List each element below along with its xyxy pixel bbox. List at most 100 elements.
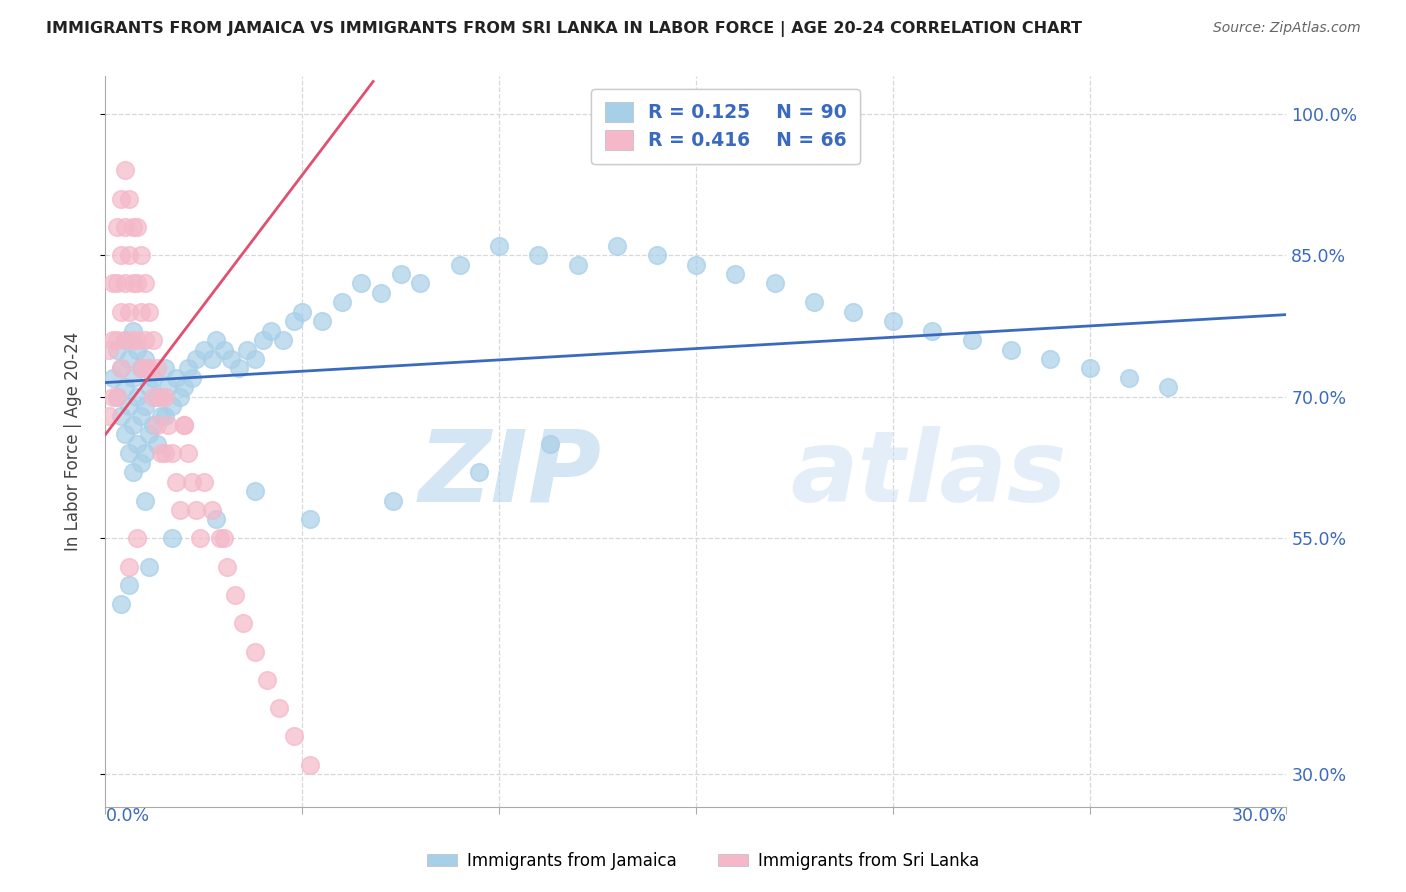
Point [389,267,412,281]
Point [118,248,141,262]
Point [232,616,254,631]
Point [118,446,141,460]
Point [645,248,668,262]
Point [103,277,125,291]
Point [212,343,235,357]
Point [267,701,290,715]
Point [243,351,266,366]
Point [118,578,141,592]
Legend: R = 0.125    N = 90, R = 0.416    N = 66: R = 0.125 N = 90, R = 0.416 N = 66 [592,89,859,163]
Point [165,475,187,489]
Point [134,333,156,347]
Point [110,192,132,206]
Point [236,343,259,357]
Point [129,409,152,423]
Point [381,493,404,508]
Point [103,333,125,347]
Point [118,559,141,574]
Text: IMMIGRANTS FROM JAMAICA VS IMMIGRANTS FROM SRI LANKA IN LABOR FORCE | AGE 20-24 : IMMIGRANTS FROM JAMAICA VS IMMIGRANTS FR… [46,21,1083,37]
Point [125,531,148,545]
Point [370,285,392,300]
Point [142,371,165,385]
Point [105,219,128,234]
Point [204,333,226,347]
Point [193,475,215,489]
Point [118,305,141,319]
Point [1118,371,1140,385]
Point [181,371,204,385]
Point [763,277,786,291]
Point [122,465,145,479]
Point [468,465,491,479]
Point [142,417,165,432]
Point [283,730,305,744]
Point [129,456,152,470]
Point [138,380,160,394]
Point [110,305,132,319]
Point [162,446,184,460]
Point [299,512,322,526]
Point [330,295,353,310]
Point [118,399,141,413]
Point [122,277,145,291]
Legend: Immigrants from Jamaica, Immigrants from Sri Lanka: Immigrants from Jamaica, Immigrants from… [420,846,986,877]
Text: ZIP: ZIP [419,426,602,523]
Point [256,673,278,687]
Point [110,409,132,423]
Point [110,361,132,376]
Point [134,277,156,291]
Point [538,437,561,451]
Point [138,427,160,442]
Point [134,361,156,376]
Point [122,417,145,432]
Point [118,351,141,366]
Point [291,305,314,319]
Point [921,324,943,338]
Point [188,531,211,545]
Point [201,351,224,366]
Point [114,380,136,394]
Point [122,219,145,234]
Text: atlas: atlas [790,426,1067,523]
Point [299,757,322,772]
Point [204,512,226,526]
Point [177,446,200,460]
Point [153,409,176,423]
Point [184,503,207,517]
Point [173,417,195,432]
Point [960,333,983,347]
Point [114,333,136,347]
Point [125,437,148,451]
Point [685,258,707,272]
Point [122,371,145,385]
Point [527,248,550,262]
Text: 0.0%: 0.0% [105,807,149,825]
Point [212,531,235,545]
Point [409,277,432,291]
Point [350,277,373,291]
Point [110,361,132,376]
Point [114,219,136,234]
Point [193,343,215,357]
Point [110,248,132,262]
Point [134,351,156,366]
Point [149,446,172,460]
Point [114,427,136,442]
Point [283,314,305,328]
Point [145,417,167,432]
Point [217,559,239,574]
Point [142,333,165,347]
Point [134,493,156,508]
Text: 30.0%: 30.0% [1232,807,1286,825]
Point [153,446,176,460]
Y-axis label: In Labor Force | Age 20-24: In Labor Force | Age 20-24 [63,332,82,551]
Point [142,390,165,404]
Point [201,503,224,517]
Point [125,343,148,357]
Point [224,588,246,602]
Point [105,390,128,404]
Point [165,371,187,385]
Point [118,192,141,206]
Point [129,305,152,319]
Point [157,380,180,394]
